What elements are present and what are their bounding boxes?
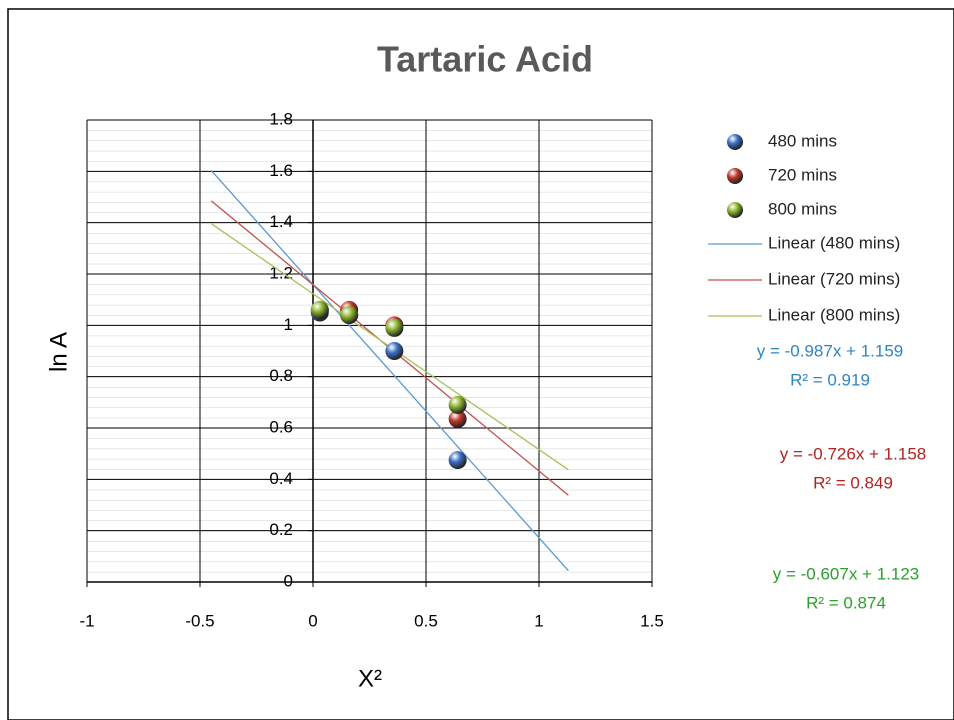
x-tick-label: 0 bbox=[308, 611, 317, 630]
data-point bbox=[385, 318, 404, 337]
chart-title: Tartaric Acid bbox=[377, 39, 593, 80]
x-tick-label: -0.5 bbox=[185, 611, 214, 630]
data-point bbox=[310, 300, 329, 319]
equation: y = -0.726x + 1.158 bbox=[780, 444, 927, 463]
y-axis-label: ln A bbox=[45, 332, 72, 372]
x-tick-label: 0.5 bbox=[414, 611, 438, 630]
legend-label: 720 mins bbox=[768, 165, 837, 184]
data-point bbox=[448, 451, 467, 470]
y-tick-label: 1.6 bbox=[269, 161, 293, 180]
equation: y = -0.987x + 1.159 bbox=[757, 341, 904, 360]
legend-label: 480 mins bbox=[768, 131, 837, 150]
data-point bbox=[385, 342, 404, 360]
x-axis-label: X² bbox=[358, 665, 382, 692]
y-tick-label: 0 bbox=[284, 571, 293, 590]
y-tick-label: 1 bbox=[284, 315, 293, 334]
minor-grid bbox=[87, 120, 652, 582]
legend-marker bbox=[727, 168, 743, 184]
data-point bbox=[448, 395, 467, 414]
x-tick-label: -1 bbox=[79, 611, 94, 630]
x-tick-label: 1 bbox=[534, 611, 543, 630]
r-squared: R² = 0.919 bbox=[790, 370, 870, 389]
legend-label: Linear (800 mins) bbox=[768, 305, 900, 324]
legend-label: 800 mins bbox=[768, 199, 837, 218]
y-tick-label: 0.6 bbox=[269, 417, 293, 436]
x-tick-label: 1.5 bbox=[640, 611, 664, 630]
legend-label: Linear (480 mins) bbox=[768, 233, 900, 252]
data-point bbox=[340, 306, 359, 325]
y-tick-label: 0.4 bbox=[269, 469, 293, 488]
equation: y = -0.607x + 1.123 bbox=[773, 564, 920, 583]
trendline bbox=[210, 170, 569, 572]
y-tick-label: 0.2 bbox=[269, 520, 293, 539]
y-tick-label: 1.8 bbox=[269, 109, 293, 128]
legend-marker bbox=[727, 134, 743, 150]
r-squared: R² = 0.874 bbox=[806, 593, 886, 612]
y-tick-label: 0.8 bbox=[269, 366, 293, 385]
legend-label: Linear (720 mins) bbox=[768, 269, 900, 288]
legend-marker bbox=[727, 202, 743, 218]
y-tick-label: 1.4 bbox=[269, 212, 293, 231]
data-point bbox=[448, 410, 467, 429]
r-squared: R² = 0.849 bbox=[813, 473, 893, 492]
